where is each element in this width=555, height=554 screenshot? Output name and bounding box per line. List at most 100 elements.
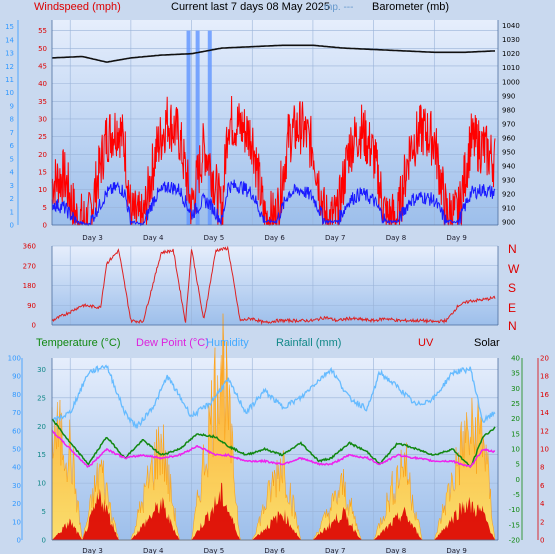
rain-ytick-2: 10 <box>37 480 46 488</box>
uv-ytick-9: 18 <box>540 373 549 381</box>
wind-ms-ytick-3: 3 <box>10 182 14 190</box>
wind-ytick-11: 55 <box>38 27 47 35</box>
baro-ytick-6: 960 <box>502 134 515 142</box>
baro-ytick-2: 920 <box>502 191 515 199</box>
uv-ytick-2: 4 <box>540 500 545 508</box>
dir-ytick-1: 90 <box>27 302 36 310</box>
temp-ytick-0: -20 <box>509 537 520 545</box>
rain-ytick-6: 30 <box>37 366 46 374</box>
temp-xtick-1: Day 4 <box>143 547 164 554</box>
temp-ytick-11: 35 <box>511 370 520 378</box>
solar-legend: Solar <box>474 337 500 349</box>
baro-ytick-7: 970 <box>502 120 515 128</box>
humidity-ytick-4: 40 <box>12 464 21 472</box>
wind-xtick-6: Day 9 <box>446 234 467 242</box>
temp-xtick-4: Day 7 <box>325 547 346 554</box>
barometer-line <box>51 44 496 63</box>
uv-ytick-7: 14 <box>540 409 549 417</box>
uv-legend: UV <box>418 337 434 349</box>
wind-direction-line <box>51 245 496 326</box>
baro-ytick-12: 1020 <box>502 50 520 58</box>
humidity-ytick-1: 10 <box>12 518 21 526</box>
wind-xtick-0: Day 3 <box>82 234 103 242</box>
temp-ytick-1: -15 <box>509 521 520 529</box>
dir-ytick-2: 180 <box>23 282 36 290</box>
dir-ytick-0: 0 <box>32 322 36 330</box>
uv-area <box>52 482 495 540</box>
wind-ytick-10: 50 <box>38 45 47 53</box>
humidity-ytick-8: 80 <box>12 391 21 399</box>
uv-ytick-8: 16 <box>540 391 549 399</box>
wind-xtick-3: Day 6 <box>264 234 285 242</box>
baro-ytick-1: 910 <box>502 205 515 213</box>
chart-title: Current last 7 days 08 May 2025 <box>171 1 330 13</box>
overlap-label: mp. --- <box>324 2 353 13</box>
temp-ytick-7: 15 <box>511 430 520 438</box>
rain-ytick-3: 15 <box>37 451 46 459</box>
wind-avg-line <box>51 179 496 227</box>
temp-xtick-6: Day 9 <box>446 547 467 554</box>
wind-ytick-1: 5 <box>43 204 47 212</box>
wind-ms-ytick-2: 2 <box>10 195 14 203</box>
wind-ms-ytick-11: 11 <box>5 76 14 84</box>
baro-ytick-14: 1040 <box>502 22 520 30</box>
dewpoint-line <box>51 429 496 469</box>
wind-ms-ytick-4: 4 <box>10 169 15 177</box>
rain-ytick-0: 0 <box>42 537 46 545</box>
dir-ytick-3: 270 <box>23 262 36 270</box>
wind-ms-ytick-8: 8 <box>10 116 14 124</box>
temp-ytick-12: 40 <box>511 355 520 363</box>
humidity-ytick-2: 20 <box>12 500 21 508</box>
wind-ytick-5: 25 <box>38 133 47 141</box>
wind-ms-ytick-9: 9 <box>10 102 14 110</box>
wind-ms-ytick-5: 5 <box>10 155 14 163</box>
series-layer <box>51 30 496 541</box>
wind-ytick-7: 35 <box>38 98 47 106</box>
humidity-ytick-7: 70 <box>12 409 21 417</box>
axis-layer: 0510152025303540455055012345678910111213… <box>5 20 549 554</box>
humidity-ytick-0: 0 <box>17 537 21 545</box>
baro-ytick-11: 1010 <box>502 64 520 72</box>
temp-ytick-3: -5 <box>513 491 520 499</box>
wind-ytick-9: 45 <box>38 62 47 70</box>
baro-ytick-9: 990 <box>502 92 515 100</box>
dewpoint-legend: Dew Point (°C) <box>136 337 209 349</box>
wind-xtick-4: Day 7 <box>325 234 346 242</box>
uv-ytick-5: 10 <box>540 446 549 454</box>
barometer-header-label: Barometer (mb) <box>372 1 449 13</box>
dir-label-s: S <box>508 281 516 295</box>
temp-xtick-2: Day 5 <box>204 547 225 554</box>
rainfall-legend: Rainfall (mm) <box>276 337 341 349</box>
humidity-ytick-5: 50 <box>12 446 21 454</box>
temp-xtick-0: Day 3 <box>82 547 103 554</box>
dir-label-n-top: N <box>508 242 517 256</box>
wind-xtick-2: Day 5 <box>204 234 225 242</box>
temp-ytick-6: 10 <box>511 446 520 454</box>
dir-label-e: E <box>508 301 516 315</box>
temperature-legend: Temperature (°C) <box>36 337 120 349</box>
humidity-ytick-3: 30 <box>12 482 21 490</box>
uv-ytick-0: 0 <box>540 537 544 545</box>
wind-ytick-8: 40 <box>38 80 47 88</box>
rain-bar-2 <box>207 30 212 225</box>
wind-ytick-2: 10 <box>38 186 47 194</box>
temp-ytick-9: 25 <box>511 400 520 408</box>
wind-ytick-4: 20 <box>38 151 47 159</box>
temp-ytick-5: 5 <box>516 461 520 469</box>
wind-ms-ytick-12: 12 <box>5 63 14 71</box>
wind-ytick-3: 15 <box>38 168 47 176</box>
baro-ytick-5: 950 <box>502 148 515 156</box>
uv-ytick-6: 12 <box>540 427 549 435</box>
temp-ytick-2: -10 <box>509 506 520 514</box>
wind-xtick-1: Day 4 <box>143 234 164 242</box>
temp-xtick-5: Day 8 <box>386 547 407 554</box>
wind-ms-ytick-6: 6 <box>10 142 15 150</box>
baro-ytick-0: 900 <box>502 219 515 227</box>
wind-ms-ytick-10: 10 <box>5 89 14 97</box>
uv-ytick-1: 2 <box>540 518 544 526</box>
uv-ytick-10: 20 <box>540 355 549 363</box>
uv-ytick-4: 8 <box>540 464 544 472</box>
humidity-ytick-6: 60 <box>12 427 21 435</box>
dir-label-w: W <box>508 262 520 276</box>
